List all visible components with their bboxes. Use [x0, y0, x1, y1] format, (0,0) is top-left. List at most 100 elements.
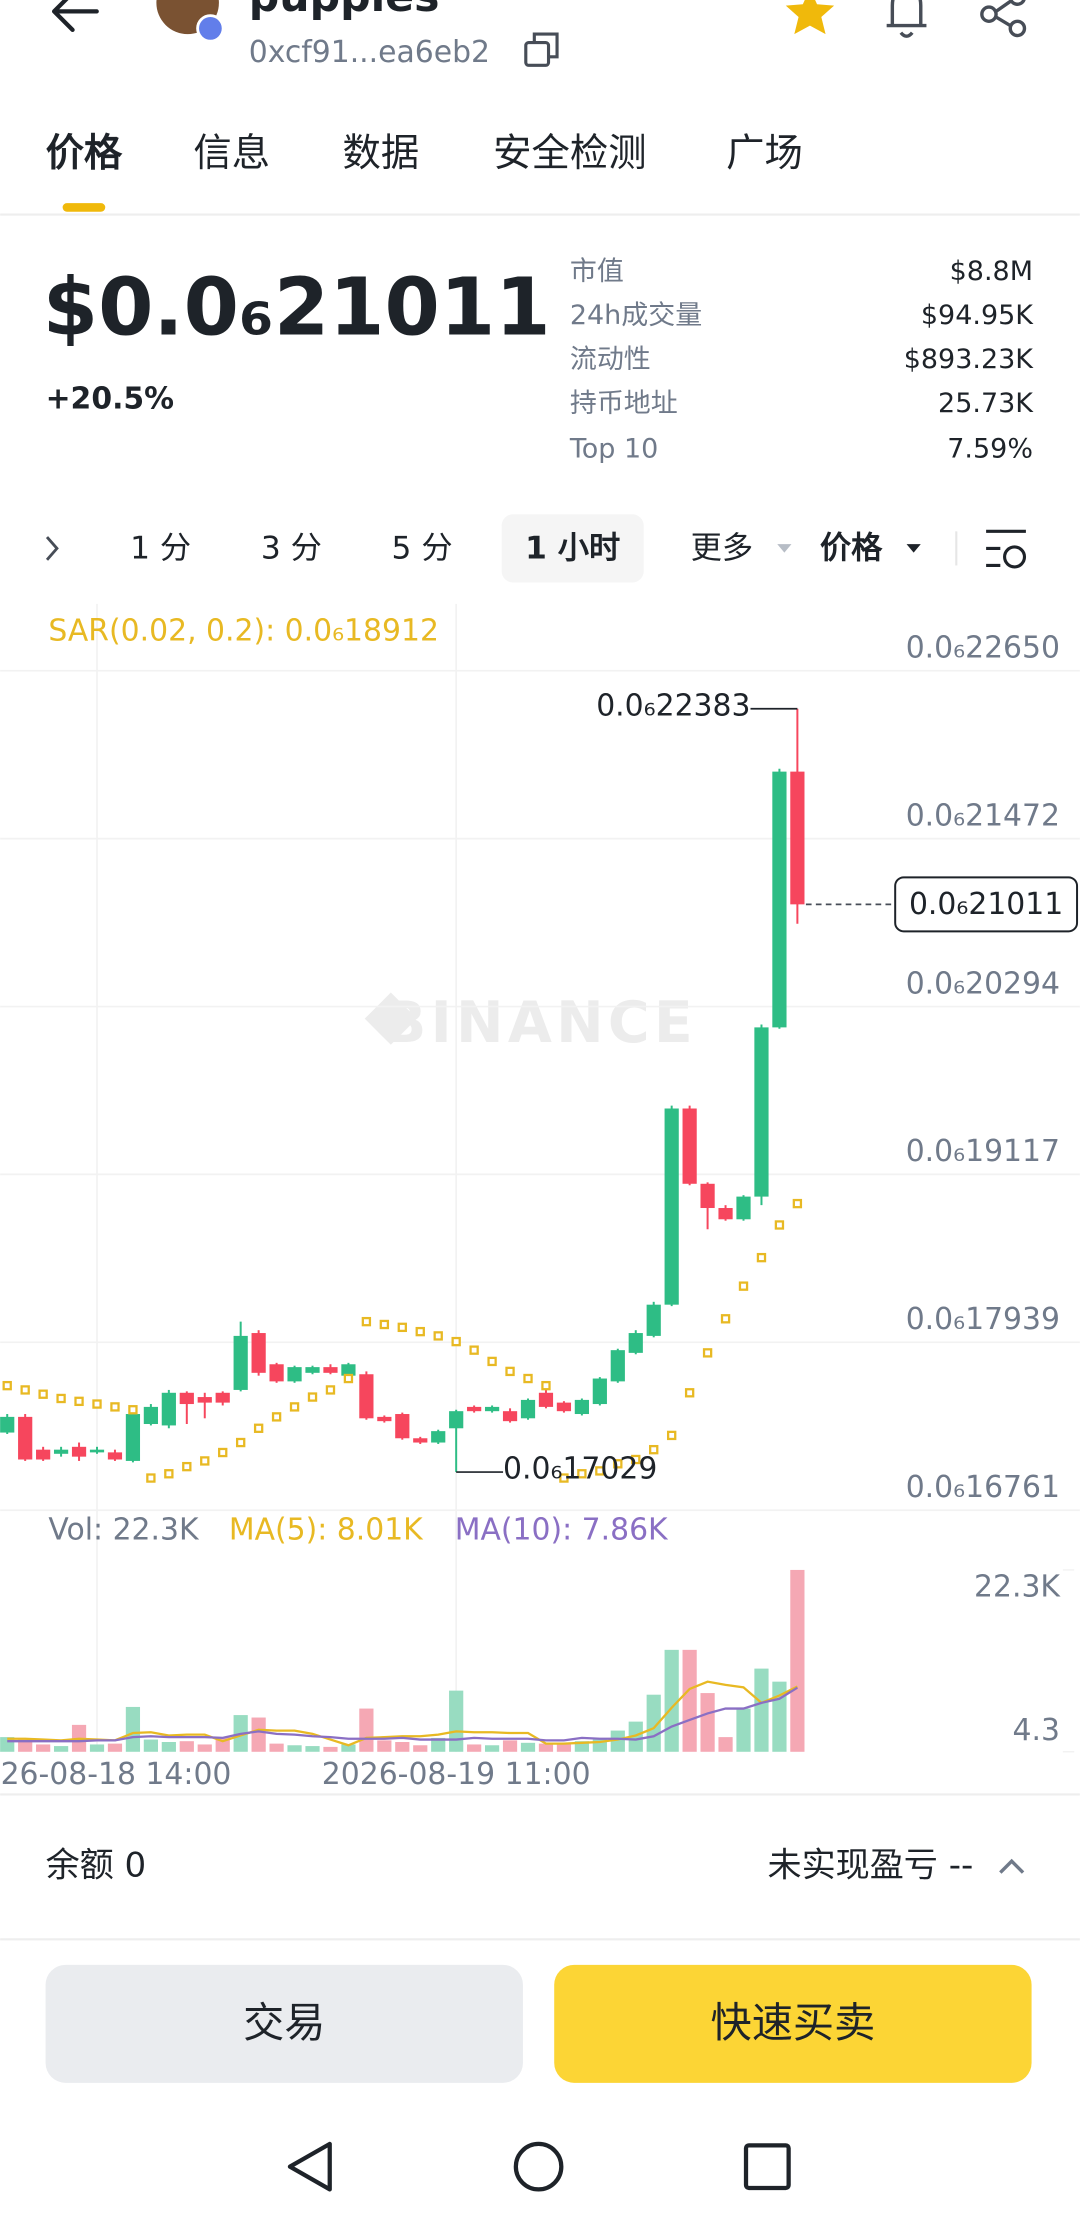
y-tick-label: 0.0₆17939	[906, 1302, 1060, 1337]
y-tick-label: 4.3	[1013, 1713, 1060, 1748]
volume-bar	[664, 1649, 679, 1752]
candle-body	[71, 1446, 87, 1457]
high-label: 0.0₆22383	[596, 688, 750, 723]
interval-option[interactable]: 1 小时	[525, 530, 620, 566]
stat-value: $893.23K	[904, 344, 1035, 375]
candle-body	[754, 1027, 769, 1197]
watermark: BINANCE	[383, 990, 697, 1056]
chart-area: BINANCE 0.0₆22650 0.0₆21472 0.0₆20294 0.0₆19…	[0, 603, 1080, 1792]
back-button[interactable]	[51, 0, 99, 32]
sar-dot	[487, 1356, 497, 1367]
volume-bar	[125, 1706, 141, 1752]
volume-bar	[377, 1740, 392, 1752]
price-change: +20.5%	[46, 382, 174, 417]
candle-body	[700, 1183, 715, 1209]
tab[interactable]: 广场	[726, 131, 803, 176]
interval-selected-bg	[501, 514, 644, 583]
sar-dot	[397, 1322, 407, 1333]
nav-home[interactable]	[513, 2141, 564, 2192]
candle-body	[161, 1392, 176, 1426]
nav-recents[interactable]	[743, 2143, 791, 2191]
sar-dot	[200, 1456, 210, 1466]
y-tick-label: 22.3K	[974, 1569, 1061, 1604]
interval-option[interactable]: 1 分	[130, 530, 191, 566]
nav-back[interactable]	[287, 2141, 332, 2192]
sar-dot	[379, 1319, 390, 1330]
sar-dot	[505, 1366, 515, 1377]
tab[interactable]: 价格	[46, 131, 123, 176]
y-tick-label: 0.0₆19117	[906, 1134, 1060, 1169]
favorite-star[interactable]	[785, 0, 835, 35]
sar-dot	[182, 1461, 192, 1472]
current-price: $0.0₆21011	[43, 260, 551, 353]
volume-bar	[574, 1741, 589, 1752]
volume-bar	[18, 1739, 33, 1752]
sar-dot	[649, 1444, 659, 1455]
candle-body	[215, 1392, 230, 1403]
candle-body	[628, 1333, 643, 1353]
volume-bar	[36, 1744, 51, 1752]
volume-bar	[143, 1739, 158, 1752]
share-button[interactable]	[980, 0, 1027, 38]
volume-bar	[484, 1745, 500, 1752]
interval-option[interactable]: 5 分	[392, 530, 453, 566]
tab[interactable]: 安全检测	[493, 131, 646, 176]
volume-bar	[251, 1717, 266, 1752]
volume-bar	[305, 1746, 320, 1752]
volume-bar	[520, 1742, 536, 1752]
interval-option[interactable]: 3 分	[261, 530, 322, 566]
sar-dot	[756, 1252, 767, 1263]
stat-value: 25.73K	[938, 388, 1034, 419]
candle-body	[467, 1406, 482, 1412]
sar-dot	[235, 1437, 246, 1448]
trade-button[interactable]	[45, 1964, 523, 2083]
candle-body	[107, 1452, 123, 1460]
sar-dot	[666, 1430, 677, 1441]
volume-bar	[718, 1737, 733, 1752]
sar-dot	[433, 1331, 443, 1341]
price-mode[interactable]: 价格	[820, 530, 883, 566]
sar-dot	[74, 1396, 84, 1407]
y-tick-label: 0.0₆21472	[906, 798, 1060, 833]
volume-bar	[89, 1744, 105, 1752]
expand-toggle[interactable]	[999, 1858, 1025, 1874]
copy-button[interactable]	[524, 32, 559, 67]
stat-label: Top 10	[569, 433, 658, 464]
last-price-label: 0.0₆21011	[909, 887, 1063, 922]
volume-bar	[413, 1745, 428, 1752]
volume-bar	[467, 1744, 482, 1752]
candle-body	[197, 1397, 212, 1403]
candle-body	[179, 1392, 194, 1405]
token-title: puppies	[249, 0, 440, 22]
volume-bar	[754, 1668, 769, 1752]
sar-dot	[20, 1385, 30, 1395]
volume-bar	[287, 1745, 302, 1752]
volume-bar	[502, 1740, 518, 1752]
volume-bar	[341, 1744, 356, 1752]
stat-label: 24h成交量	[570, 300, 702, 331]
chart-settings[interactable]	[986, 529, 1027, 569]
candle-body	[143, 1406, 158, 1425]
y-tick-label: 0.0₆16761	[906, 1470, 1060, 1505]
quick-trade-button[interactable]	[554, 1964, 1032, 2083]
volume-bar	[682, 1649, 697, 1752]
sar-dot	[253, 1423, 264, 1433]
volume-bar	[395, 1742, 410, 1752]
trade-button-label[interactable]: 交易	[243, 1999, 325, 2047]
volume-bar	[179, 1741, 194, 1752]
more-intervals[interactable]: 更多	[691, 530, 754, 566]
candle-body	[18, 1416, 33, 1460]
sar-dot	[523, 1373, 533, 1384]
candle-body	[502, 1411, 518, 1422]
quick-trade-button-label[interactable]: 快速买卖	[711, 1999, 876, 2047]
sar-dot	[469, 1345, 479, 1355]
chain-badge	[196, 14, 225, 43]
sar-dot	[218, 1447, 228, 1458]
tab[interactable]: 信息	[193, 131, 270, 176]
last-price-box	[894, 876, 1079, 933]
alert-bell[interactable]	[886, 0, 927, 38]
tab[interactable]: 数据	[343, 131, 420, 176]
sar-dot	[110, 1402, 120, 1412]
sar-dot	[631, 1454, 641, 1465]
